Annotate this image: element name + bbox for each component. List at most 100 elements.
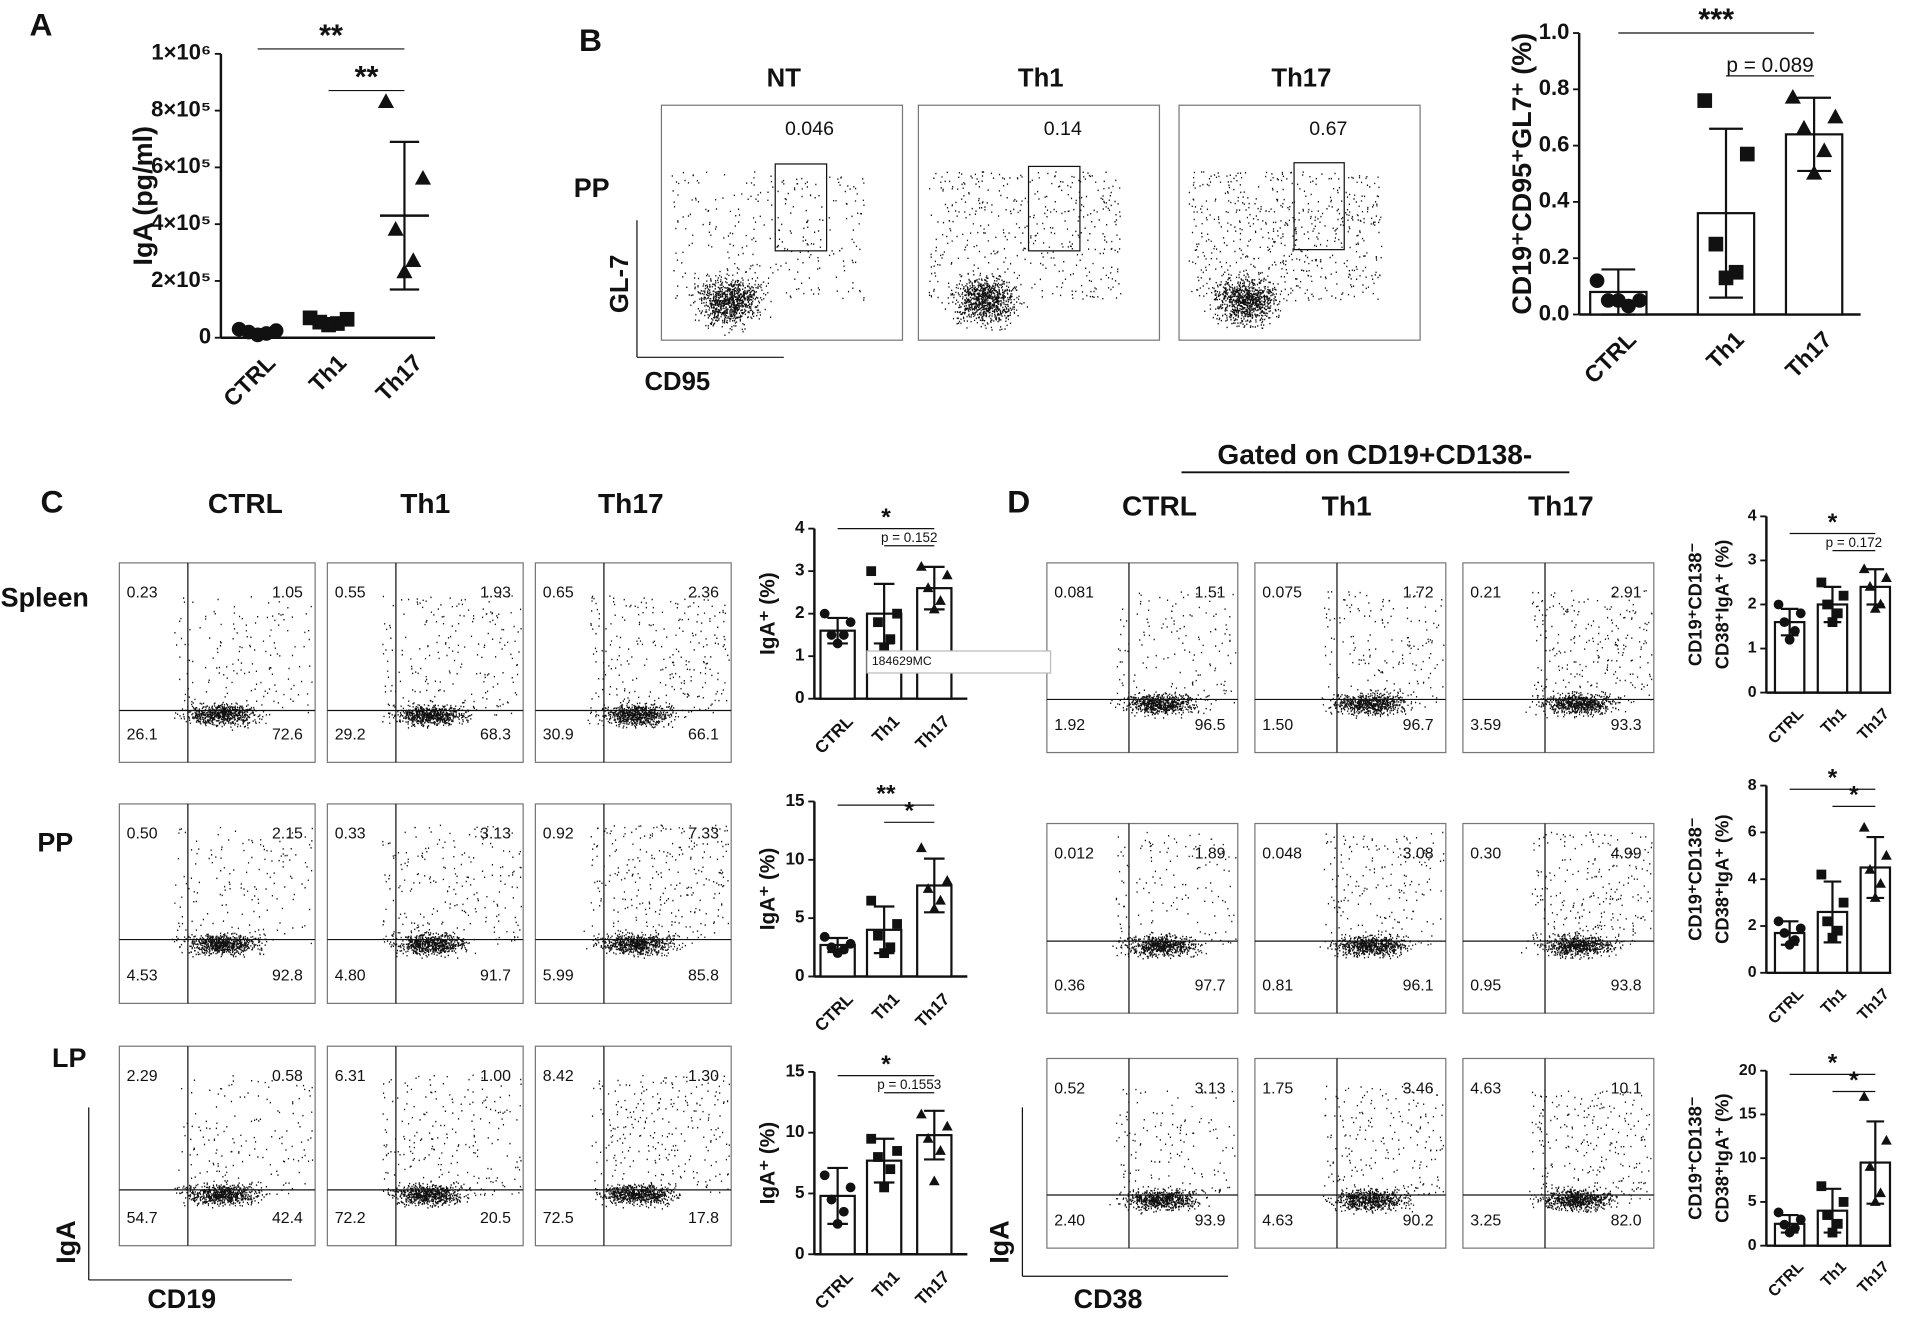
y-axis-label: CD19⁺CD95⁺GL7⁺ (%) bbox=[1507, 33, 1537, 315]
data-point bbox=[873, 1152, 883, 1162]
quadrant-value: 3.25 bbox=[1470, 1212, 1501, 1229]
data-point bbox=[928, 902, 940, 913]
quadrant-value: 54.7 bbox=[127, 1210, 158, 1227]
y-axis-label: IgA⁺ (%) bbox=[757, 848, 780, 931]
flow-events bbox=[1321, 591, 1445, 719]
quadrant-value: 96.1 bbox=[1403, 977, 1434, 994]
data-point bbox=[1827, 617, 1838, 628]
data-point bbox=[1869, 1196, 1881, 1206]
flow-events bbox=[1109, 1088, 1236, 1215]
quadrant-value: 0.048 bbox=[1262, 845, 1302, 862]
flow-plot-frame bbox=[118, 562, 316, 763]
y-tick-label: 10 bbox=[786, 1121, 805, 1141]
data-point bbox=[819, 1170, 830, 1181]
column-header: NT bbox=[767, 64, 802, 92]
quadrant-value: 1.30 bbox=[688, 1068, 719, 1085]
y-axis-label: CD19⁺CD138⁻ bbox=[1684, 543, 1705, 666]
data-point bbox=[1739, 146, 1755, 162]
row-label: PP bbox=[37, 827, 73, 857]
data-point bbox=[826, 630, 837, 640]
significance-label: * bbox=[1828, 765, 1838, 792]
error-bar bbox=[1709, 127, 1743, 299]
column-header: CTRL bbox=[1122, 490, 1197, 521]
data-point bbox=[1779, 928, 1790, 938]
quadrant-value: 0.52 bbox=[1054, 1080, 1085, 1097]
data-point bbox=[826, 1194, 837, 1205]
significance-label: p = 0.152 bbox=[881, 530, 937, 545]
flow-plot-frame bbox=[534, 562, 732, 763]
data-point bbox=[941, 569, 953, 580]
data-point bbox=[1795, 119, 1813, 135]
y-tick-label: 20 bbox=[1739, 1062, 1757, 1079]
flow-plot-frame bbox=[326, 803, 524, 1005]
quadrant-value: 4.99 bbox=[1611, 845, 1642, 862]
flow-events bbox=[382, 1074, 522, 1209]
quadrant-value: 1.51 bbox=[1195, 585, 1226, 602]
data-point bbox=[1822, 916, 1833, 927]
data-point bbox=[866, 895, 877, 906]
y-tick-label: 4 bbox=[795, 517, 805, 537]
quadrant-value: 42.4 bbox=[272, 1210, 303, 1227]
flow-plot-frame bbox=[917, 104, 1161, 341]
data-point bbox=[1864, 863, 1876, 874]
significance-label: *** bbox=[1698, 2, 1734, 36]
data-point bbox=[1864, 580, 1876, 591]
column-header: Th17 bbox=[598, 488, 664, 519]
flow-plot-frame bbox=[326, 1045, 524, 1247]
data-point bbox=[866, 1133, 877, 1144]
y-tick-label: 8×10⁵ bbox=[151, 96, 211, 121]
quadrant-value: 1.89 bbox=[1195, 845, 1226, 862]
flow-plot-frame bbox=[660, 104, 904, 341]
significance-label: * bbox=[1828, 1050, 1838, 1077]
data-point bbox=[1806, 164, 1823, 180]
y-tick-label: 1 bbox=[795, 645, 805, 665]
y-tick-label: 1 bbox=[1748, 640, 1757, 657]
flow-events bbox=[174, 596, 313, 731]
data-point bbox=[1832, 1218, 1843, 1229]
y-tick-label: 0 bbox=[1748, 684, 1757, 701]
data-point bbox=[414, 169, 432, 185]
flow-events bbox=[671, 171, 865, 337]
quadrant-value: 1.00 bbox=[480, 1068, 511, 1085]
flow-plot-frame bbox=[1178, 104, 1421, 341]
quadrant-value: 85.8 bbox=[688, 968, 719, 985]
gate bbox=[774, 163, 828, 252]
quadrant-value: 1.92 bbox=[1054, 717, 1085, 734]
data-point bbox=[935, 894, 946, 905]
y-tick-label: 4 bbox=[1748, 870, 1757, 887]
quadrant-value: 5.99 bbox=[543, 968, 574, 985]
section-header: Gated on CD19+CD138- bbox=[1217, 439, 1532, 470]
flow-events bbox=[1521, 831, 1653, 960]
y-tick-label: 0 bbox=[795, 687, 805, 707]
y-tick-label: 5 bbox=[1748, 1193, 1757, 1210]
quadrant-value: 97.7 bbox=[1195, 977, 1226, 994]
data-point bbox=[321, 317, 336, 333]
y-tick-label: 15 bbox=[786, 790, 806, 810]
y-tick-label: 5 bbox=[795, 1182, 805, 1202]
data-point bbox=[1827, 1227, 1838, 1238]
bar bbox=[1859, 866, 1892, 974]
data-point bbox=[892, 919, 902, 929]
quadrant-value: 0.58 bbox=[272, 1068, 303, 1085]
data-point bbox=[1881, 1134, 1892, 1145]
y-tick-label: 0 bbox=[1748, 964, 1757, 981]
flow-events bbox=[928, 171, 1122, 331]
data-point bbox=[1832, 925, 1843, 936]
y-axis-label: IgA (pg/ml) bbox=[128, 126, 158, 265]
quadrant-value: 0.81 bbox=[1262, 977, 1293, 994]
data-point bbox=[1816, 577, 1827, 588]
y-axis-label: CD19⁺CD138⁻ bbox=[1684, 818, 1705, 941]
data-point bbox=[1838, 1197, 1849, 1207]
quadrant-value: 72.2 bbox=[335, 1210, 366, 1227]
flow-plot-frame bbox=[1254, 562, 1447, 754]
data-point bbox=[892, 608, 902, 619]
data-point bbox=[922, 582, 934, 593]
data-point bbox=[915, 1108, 927, 1119]
y-tick-label: 0.4 bbox=[1539, 188, 1570, 213]
column-header: Th17 bbox=[1528, 490, 1594, 521]
quadrant-value: 30.9 bbox=[543, 727, 574, 744]
y-tick-label: 15 bbox=[786, 1060, 806, 1080]
quadrant-value: 0.081 bbox=[1054, 585, 1094, 602]
